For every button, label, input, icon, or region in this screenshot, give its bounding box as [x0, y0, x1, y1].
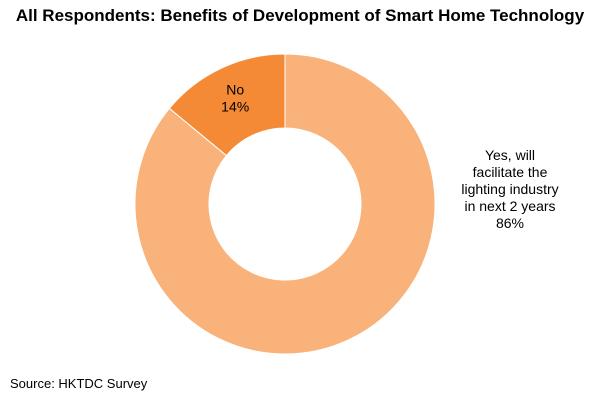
slice-label-yes: Yes, will facilitate the lighting industry…: [461, 147, 558, 231]
donut-slices: [134, 53, 436, 355]
slice-label-no: No 14%: [221, 82, 249, 115]
source-note: Source: HKTDC Survey: [10, 376, 148, 391]
slice-labels: Yes, will facilitate the lighting industry…: [221, 82, 558, 231]
donut-slice-1: [168, 53, 286, 157]
donut-slice-0: [134, 53, 436, 355]
chart-title: All Respondents: Benefits of Development…: [15, 6, 585, 25]
